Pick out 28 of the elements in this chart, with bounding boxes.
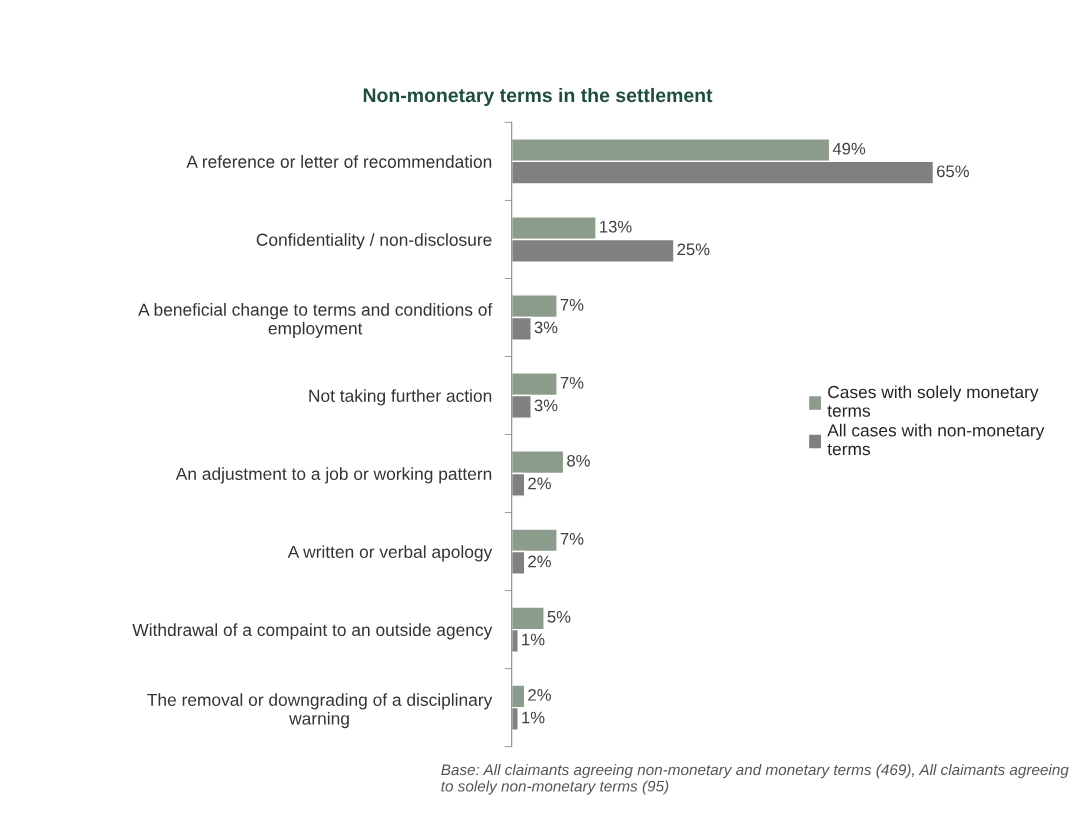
data-label: 7%: [560, 298, 584, 311]
data-label: 1%: [522, 711, 545, 724]
data-label: 49%: [832, 142, 866, 155]
y-tick-label: An adjustment to a job or working pattern: [175, 467, 492, 484]
y-tick-label: Not taking further action: [309, 389, 492, 406]
data-label: 5%: [547, 611, 571, 623]
data-label: 3%: [534, 321, 558, 334]
legend-label: All cases with non-monetary terms: [827, 423, 1045, 456]
y-tick-label: Withdrawal of a compaint to an outside agency: [132, 623, 493, 640]
data-label: 3%: [534, 399, 558, 412]
data-label: 2%: [528, 688, 551, 701]
y-tick-label: A reference or letter of recommendation: [186, 155, 492, 168]
legend-label: Cases with solely monetary terms: [827, 385, 1039, 417]
y-tick-label: A beneficial change to terms and conditions of employment: [138, 303, 493, 338]
data-label: 7%: [560, 533, 584, 545]
text: Base: All claimants agreeing non-monetary and monetary terms (469), All claimants agreeing to solely non-monetary terms (95): [441, 763, 1069, 795]
data-label: 2%: [528, 555, 551, 568]
data-label: 8%: [567, 454, 590, 467]
data-label: 13%: [600, 220, 632, 233]
data-label: 2%: [528, 477, 551, 490]
data-label: 1%: [522, 633, 545, 646]
data-label: 7%: [560, 376, 584, 389]
chart-title: Non-monetary terms in the settlement: [363, 87, 713, 107]
data-label: 65%: [937, 165, 969, 178]
y-tick-label: A written or verbal apology: [287, 545, 493, 562]
y-tick-label: The removal or downgrading of a disciplinary warning: [147, 693, 493, 729]
data-label: 25%: [677, 243, 710, 256]
y-tick-label: Confidentiality / non-disclosure: [256, 233, 492, 250]
